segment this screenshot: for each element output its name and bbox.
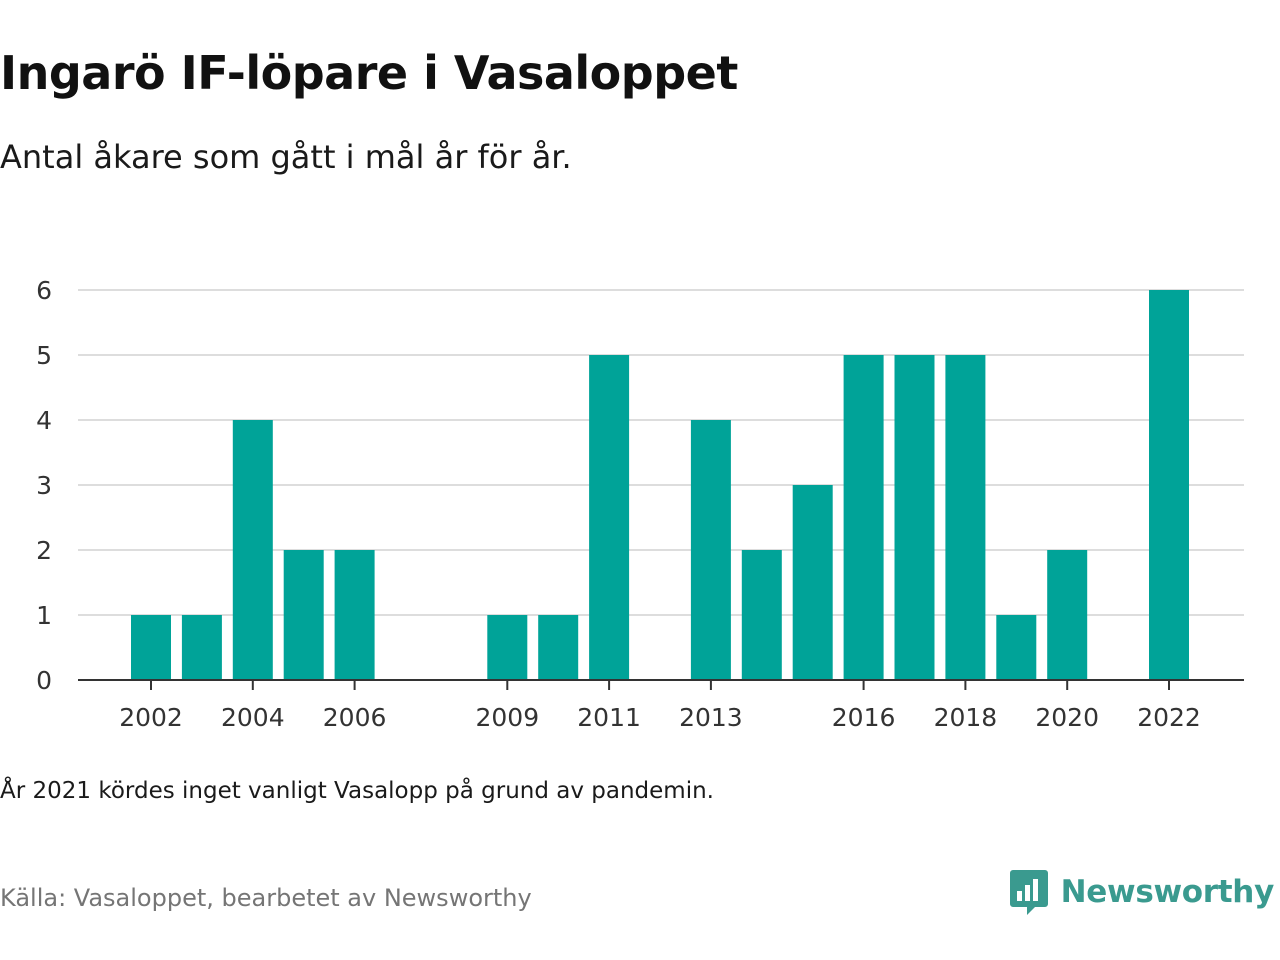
x-tick-label-2016: 2016	[832, 703, 896, 732]
bar-2003	[181, 615, 222, 680]
bar-2005	[283, 550, 324, 680]
y-tick-label-2: 2	[36, 536, 52, 565]
y-tick-label-4: 4	[36, 406, 52, 435]
chart-title: Ingarö IF-löpare i Vasaloppet	[0, 46, 738, 100]
bar-2002	[131, 615, 171, 680]
y-tick-label-1: 1	[36, 601, 52, 630]
x-tick-label-2009: 2009	[475, 703, 539, 732]
chart-note: År 2021 kördes inget vanligt Vasalopp på…	[0, 778, 714, 804]
x-tick-label-2018: 2018	[934, 703, 998, 732]
x-tick-label-2006: 2006	[323, 703, 387, 732]
bar-2022	[1149, 290, 1189, 680]
x-tick-label-2011: 2011	[577, 703, 641, 732]
chart-subtitle: Antal åkare som gått i mål år för år.	[0, 138, 572, 176]
bar-2009	[487, 615, 528, 680]
bar-2006	[334, 550, 375, 680]
bar-2011	[589, 355, 630, 680]
source-text: Källa: Vasaloppet, bearbetet av Newswort…	[0, 884, 532, 912]
bar-2020	[1047, 550, 1088, 680]
brand-name: Newsworthy	[1060, 874, 1275, 910]
bar-2018	[945, 355, 986, 680]
y-tick-label-6: 6	[36, 276, 52, 305]
bar-2016	[843, 355, 884, 680]
newsworthy-brand: Newsworthy	[1009, 868, 1274, 916]
bar-2017	[894, 355, 935, 680]
newsworthy-logo-icon	[1009, 870, 1048, 915]
x-tick-label-2013: 2013	[679, 703, 743, 732]
y-tick-label-5: 5	[36, 341, 52, 370]
y-tick-label-3: 3	[36, 471, 52, 500]
bar-2010	[538, 615, 579, 680]
x-tick-label-2022: 2022	[1137, 703, 1201, 732]
bar-2004	[232, 420, 273, 680]
bar-2014	[741, 550, 782, 680]
bar-chart: 0 1 2 3 4 5 6 2002 2004 2006 2009 2011 2013 2016 2018 2…	[36, 276, 1244, 732]
x-tick-label-2002: 2002	[119, 703, 183, 732]
bar-2019	[996, 615, 1037, 680]
bar-2013	[690, 420, 731, 680]
x-tick-label-2004: 2004	[221, 703, 285, 732]
bar-2015	[792, 485, 833, 680]
y-tick-label-0: 0	[36, 666, 52, 695]
x-tick-label-2020: 2020	[1035, 703, 1099, 732]
